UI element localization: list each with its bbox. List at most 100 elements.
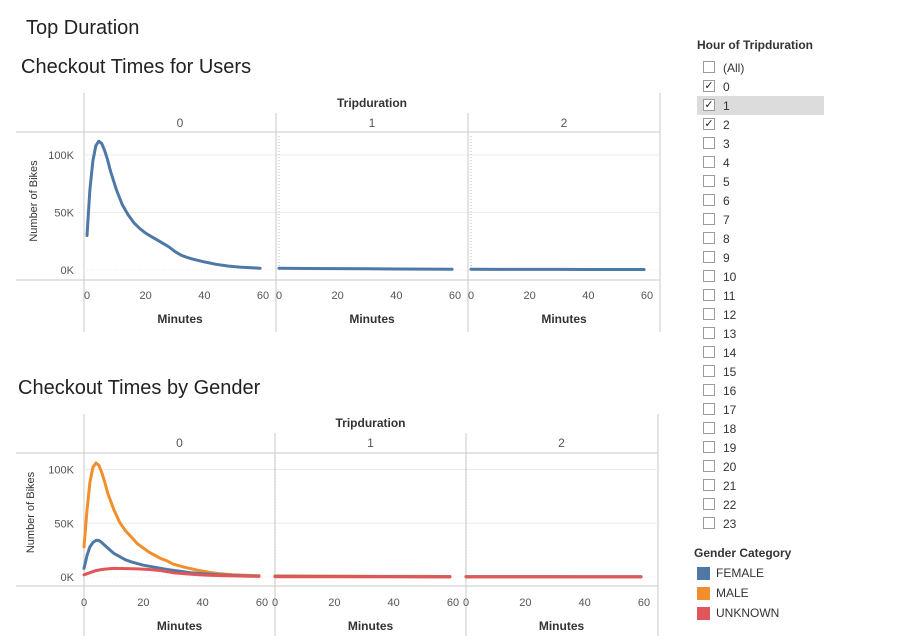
legend-swatch [697, 587, 710, 600]
checkbox[interactable] [703, 346, 715, 358]
filter-item-5[interactable]: 5 [697, 172, 824, 191]
filter-item-7[interactable]: 7 [697, 210, 824, 229]
filter-item-label: (All) [723, 61, 745, 75]
checkbox[interactable] [703, 137, 715, 149]
filter-item-13[interactable]: 13 [697, 324, 824, 343]
filter-item-9[interactable]: 9 [697, 248, 824, 267]
x-tick-label: 60 [641, 290, 653, 302]
checkbox[interactable] [703, 327, 715, 339]
x-tick-label: 20 [137, 597, 149, 609]
checkbox[interactable] [703, 61, 715, 73]
checkbox[interactable] [703, 384, 715, 396]
checkbox[interactable] [703, 175, 715, 187]
panel-header: 2 [561, 116, 568, 130]
filter-item-12[interactable]: 12 [697, 305, 824, 324]
panel-header: 0 [176, 436, 183, 450]
filter-item-21[interactable]: 21 [697, 476, 824, 495]
legend-swatch [697, 607, 710, 620]
x-tick-label: 0 [81, 597, 87, 609]
series-line-unknown-panel-0 [82, 566, 261, 578]
filter-item-8[interactable]: 8 [697, 229, 824, 248]
x-tick-label: 20 [140, 290, 152, 302]
checkbox[interactable]: ✓ [703, 80, 715, 92]
filter-item-0[interactable]: ✓ 0 [697, 77, 824, 96]
x-tick-label: 60 [638, 597, 650, 609]
filter-item-20[interactable]: 20 [697, 457, 824, 476]
checkbox[interactable] [703, 251, 715, 263]
filter-item-6[interactable]: 6 [697, 191, 824, 210]
filter-item-18[interactable]: 18 [697, 419, 824, 438]
filter-item-22[interactable]: 22 [697, 495, 824, 514]
checkbox[interactable] [703, 441, 715, 453]
x-tick-label: 40 [197, 597, 209, 609]
checkbox[interactable]: ✓ [703, 118, 715, 130]
filter-item-17[interactable]: 17 [697, 400, 824, 419]
filter-item-label: 3 [723, 137, 730, 151]
filter-item-label: 2 [723, 118, 730, 132]
series-line-users-panel-1 [277, 266, 454, 271]
filter-item-label: 4 [723, 156, 730, 170]
x-tick-label: 20 [519, 597, 531, 609]
x-tick-label: 60 [256, 597, 268, 609]
column-header: Tripduration [336, 416, 406, 430]
x-tick-label: 40 [390, 290, 402, 302]
filter-item-23[interactable]: 23 [697, 514, 824, 533]
filter-item-4[interactable]: 4 [697, 153, 824, 172]
filter-item-1[interactable]: ✓ 1 [697, 96, 824, 115]
filter-item-3[interactable]: 3 [697, 134, 824, 153]
legend-label: UNKNOWN [716, 606, 780, 620]
filter-item-label: 17 [723, 403, 737, 417]
column-header: Tripduration [337, 96, 407, 110]
checkbox[interactable] [703, 308, 715, 320]
filter-item-label: 15 [723, 365, 737, 379]
filter-item-19[interactable]: 19 [697, 438, 824, 457]
x-tick-label: 60 [257, 290, 269, 302]
filter-item-label: 7 [723, 213, 730, 227]
x-axis-title: Minutes [157, 312, 203, 326]
series-line-users-panel-0 [85, 139, 262, 270]
filter-item-2[interactable]: ✓ 2 [697, 115, 824, 134]
checkbox[interactable] [703, 498, 715, 510]
x-axis-title: Minutes [541, 312, 587, 326]
filter-item-label: 11 [723, 289, 736, 303]
series-line-male-panel-0 [82, 461, 261, 578]
legend-label: FEMALE [716, 566, 765, 580]
y-tick-label: 0K [61, 572, 75, 584]
legend-title: Gender Category [694, 546, 792, 560]
checkbox[interactable] [703, 365, 715, 377]
x-axis-title: Minutes [157, 619, 203, 633]
panel-header: 2 [558, 436, 565, 450]
checkbox[interactable] [703, 403, 715, 415]
panel-header: 0 [177, 116, 184, 130]
checkbox[interactable] [703, 517, 715, 529]
gender-chart-title: Checkout Times by Gender [18, 377, 261, 399]
checkbox[interactable] [703, 232, 715, 244]
checkbox[interactable]: ✓ [703, 99, 715, 111]
filter-item-15[interactable]: 15 [697, 362, 824, 381]
filter-item-label: 8 [723, 232, 730, 246]
checkbox[interactable] [703, 270, 715, 282]
y-tick-label: 50K [54, 208, 74, 220]
x-tick-label: 20 [524, 290, 536, 302]
checkbox[interactable] [703, 479, 715, 491]
x-tick-label: 40 [579, 597, 591, 609]
checkbox[interactable] [703, 422, 715, 434]
filter-item-10[interactable]: 10 [697, 267, 824, 286]
filter-item-label: 19 [723, 441, 737, 455]
filter-item-14[interactable]: 14 [697, 343, 824, 362]
x-tick-label: 60 [447, 597, 459, 609]
filter-item-16[interactable]: 16 [697, 381, 824, 400]
checkbox[interactable] [703, 213, 715, 225]
checkbox[interactable] [703, 156, 715, 168]
checkbox[interactable] [703, 289, 715, 301]
x-tick-label: 20 [332, 290, 344, 302]
filter-item-11[interactable]: 11 [697, 286, 824, 305]
filter-item-label: 6 [723, 194, 730, 208]
filter-item-all[interactable]: (All) [697, 58, 824, 77]
x-axis-title: Minutes [349, 312, 395, 326]
x-axis-title: Minutes [348, 619, 394, 633]
checkbox[interactable] [703, 194, 715, 206]
checkbox[interactable] [703, 460, 715, 472]
